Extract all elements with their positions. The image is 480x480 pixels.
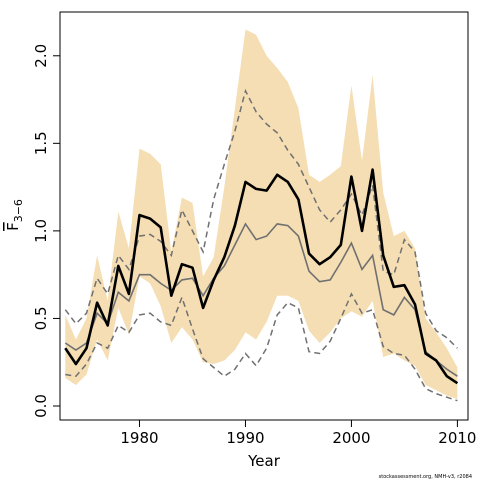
y-tick-label-2.0: 2.0 — [32, 44, 50, 68]
y-tick-label-0.5: 0.5 — [32, 306, 50, 330]
y-axis-title: F3−6 — [4, 199, 25, 231]
x-tick-label-1980: 1980 — [120, 429, 158, 447]
series-line-secondary — [64, 222, 458, 377]
plot-area — [64, 29, 459, 402]
y-tick-label-0.0: 0.0 — [32, 394, 50, 418]
x-tick-label-2010: 2010 — [438, 429, 476, 447]
credit-note: stockassessment.org, NMH-v3, r2084 — [379, 474, 472, 480]
y-tick-label-1.5: 1.5 — [32, 131, 50, 155]
y-axis-title-base: F — [4, 222, 22, 231]
y-tick-label-1.0: 1.0 — [32, 219, 50, 243]
series-line-upper-dashed — [64, 88, 458, 349]
x-tick-label-1990: 1990 — [226, 429, 264, 447]
axes: 1980 1990 2000 2010 0.0 0.5 1.0 1.5 2.0 — [32, 11, 476, 447]
series-line-estimate — [64, 168, 459, 385]
series-line-lower-dashed — [65, 292, 458, 402]
confidence-band — [65, 29, 458, 399]
plot-frame — [59, 11, 469, 421]
y-axis-title-subscript: 3−6 — [12, 199, 25, 222]
x-axis-title: Year — [247, 452, 281, 470]
x-tick-label-2000: 2000 — [332, 429, 370, 447]
